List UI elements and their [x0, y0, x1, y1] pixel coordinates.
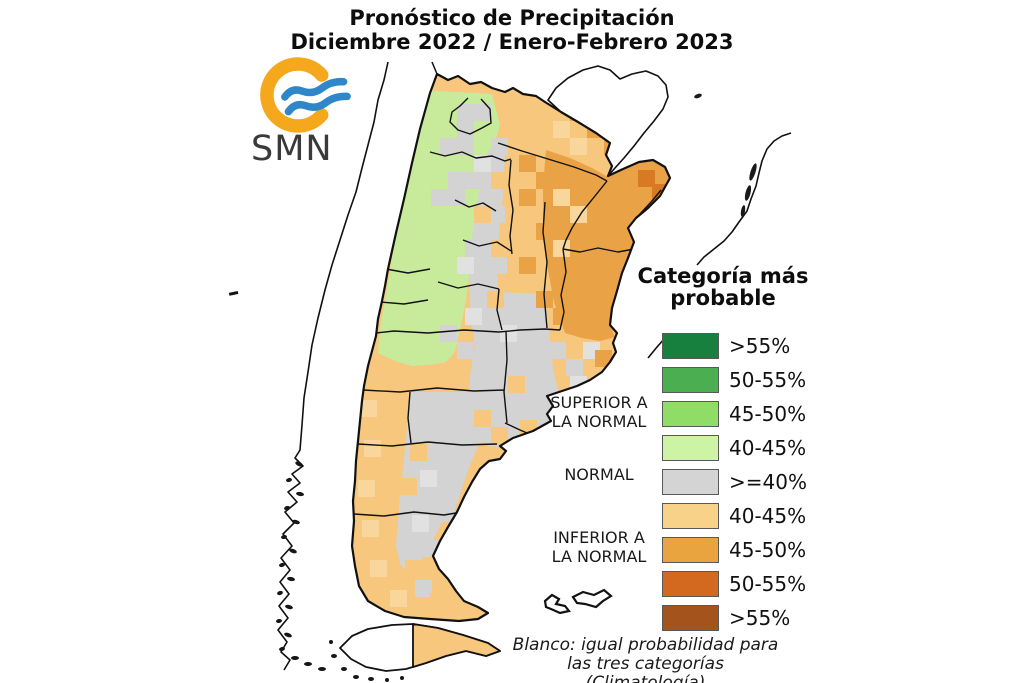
legend-swatch — [662, 571, 719, 597]
legend-row: 40-45% — [662, 503, 807, 529]
legend-row: 45-50% — [662, 537, 807, 563]
logo-ring-icon — [260, 57, 329, 133]
legend-label: 40-45% — [729, 436, 807, 460]
legend-swatch — [662, 435, 719, 461]
legend-title: Categoría más probable — [630, 265, 816, 309]
legend-swatch — [662, 401, 719, 427]
legend-label: >55% — [729, 334, 791, 358]
legend-label: 50-55% — [729, 368, 807, 392]
legend: >55% 50-55% 45-50% 40-45% >=40% 40-45% 4… — [662, 333, 807, 639]
raster-cells-orange-light — [358, 121, 621, 607]
legend-row: 45-50% — [662, 401, 807, 427]
chile-fjord-islands — [276, 461, 326, 671]
bolivia-border-tick — [431, 61, 438, 75]
legend-swatch — [662, 605, 719, 631]
title-line1: Pronóstico de Precipitación — [349, 6, 675, 30]
category-label-superior: SUPERIOR A LA NORMAL — [550, 393, 648, 431]
logo-acronym: SMN — [251, 129, 333, 169]
raster-cells-gray — [415, 104, 583, 597]
legend-swatch — [662, 469, 719, 495]
malvinas-islands — [543, 588, 613, 615]
raster-cells-orange-dark — [519, 104, 638, 384]
legend-title-line1: Categoría más — [637, 264, 809, 288]
legend-label: 50-55% — [729, 572, 807, 596]
climatology-note: Blanco: igual probabilidad para las tres… — [512, 635, 779, 683]
legend-label: 45-50% — [729, 402, 807, 426]
logo-waves-icon — [281, 77, 351, 116]
title-line2: Diciembre 2022 / Enero-Febrero 2023 — [290, 30, 734, 54]
argentina-outline — [350, 72, 672, 623]
legend-row: 50-55% — [662, 367, 807, 393]
fuegian-islands — [329, 640, 404, 682]
region-litoral-inferior — [543, 150, 670, 341]
legend-row: 40-45% — [662, 435, 807, 461]
smn-logo — [260, 57, 351, 133]
legend-row: 50-55% — [662, 571, 807, 597]
legend-label: 45-50% — [729, 538, 807, 562]
legend-swatch — [662, 367, 719, 393]
legend-swatch — [662, 503, 719, 529]
legend-label: 40-45% — [729, 504, 807, 528]
legend-row: >=40% — [662, 469, 807, 495]
category-label-inferior: INFERIOR A LA NORMAL — [551, 528, 647, 566]
legend-row: >55% — [662, 333, 807, 359]
tierra-del-fuego-argentina — [412, 623, 501, 668]
category-label-normal: NORMAL — [564, 465, 634, 484]
legend-swatch — [662, 333, 719, 359]
brazil-coastline — [696, 132, 792, 266]
raster-cells-gray-light — [412, 155, 600, 532]
legend-swatch — [662, 537, 719, 563]
legend-label: >=40% — [729, 470, 807, 494]
legend-row: >55% — [662, 605, 807, 631]
offshore-islet — [228, 290, 239, 296]
page-title: Pronóstico de Precipitación Diciembre 20… — [0, 6, 1024, 54]
chile-coastline — [277, 61, 389, 671]
legend-title-line2: probable — [670, 286, 776, 310]
brazil-coastal-lagoons — [694, 93, 757, 217]
province-borders — [353, 97, 662, 517]
raster-cells-orange — [400, 172, 537, 617]
legend-label: >55% — [729, 606, 791, 630]
